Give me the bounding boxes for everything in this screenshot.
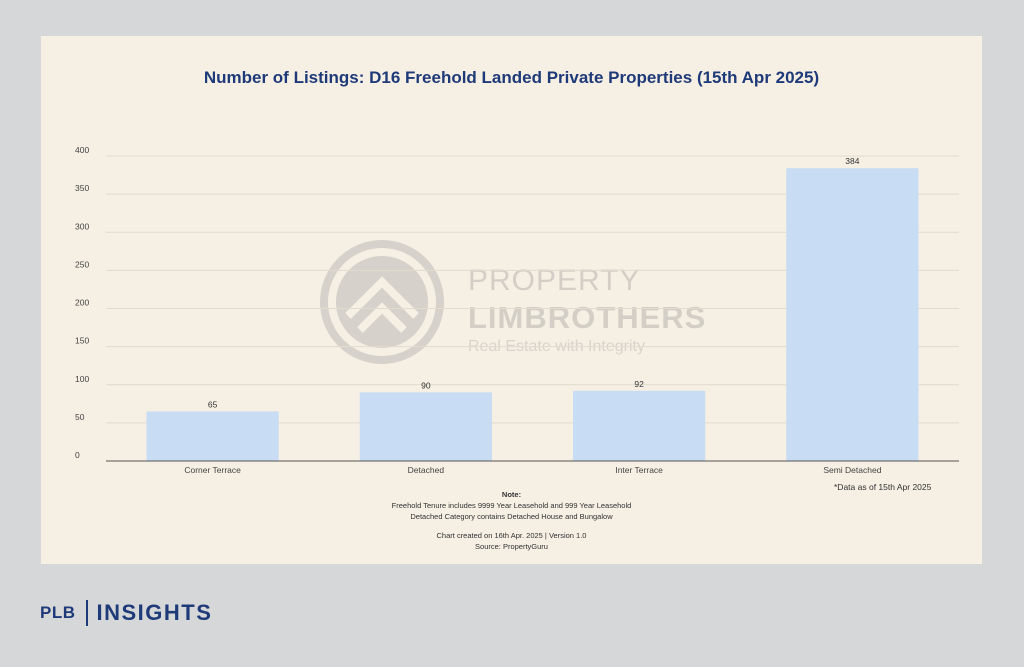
x-tick-label: Detached — [408, 465, 445, 475]
note-title: Note: — [501, 490, 522, 499]
y-tick-label: 250 — [75, 259, 89, 269]
brand-insights: INSIGHTS — [96, 600, 213, 625]
y-tick-label: 100 — [75, 374, 89, 384]
note-line-2: Detached Category contains Detached Hous… — [410, 512, 613, 521]
y-tick-label: 300 — [75, 221, 89, 231]
bar-chart: 0 50 100 150 200 250 300 350 400 Corner Terrace D… — [75, 145, 959, 475]
watermark-line-1: PROPERTY — [468, 264, 641, 297]
brand-footer: PLB INSIGHTS — [40, 598, 212, 628]
data-label: 384 — [845, 156, 859, 166]
data-label: 90 — [421, 380, 431, 390]
bar — [573, 390, 706, 461]
note-line-1: Freehold Tenure includes 9999 Year Lease… — [391, 501, 632, 510]
y-tick-label: 200 — [75, 298, 89, 308]
y-tick-labels: 0 50 100 150 200 250 300 350 400 — [75, 145, 89, 460]
y-tick-label: 50 — [75, 412, 85, 422]
bar — [359, 392, 492, 461]
source-note: Source: PropertyGuru — [475, 542, 548, 551]
y-tick-label: 150 — [75, 336, 89, 346]
x-tick-labels: Corner Terrace Detached Inter Terrace Semi … — [184, 465, 881, 475]
bars — [146, 168, 919, 461]
data-labels: 65 90 92 384 — [208, 156, 860, 409]
x-tick-label: Corner Terrace — [184, 465, 241, 475]
brand-plb: PLB — [40, 603, 76, 622]
watermark-line-2: LIMBROTHERS — [468, 300, 707, 335]
y-tick-label: 0 — [75, 450, 80, 460]
brand-divider — [85, 600, 88, 626]
x-tick-label: Inter Terrace — [615, 465, 663, 475]
bar — [146, 411, 279, 461]
chart-title: Number of Listings: D16 Freehold Landed … — [203, 68, 820, 87]
y-tick-label: 400 — [75, 145, 89, 155]
watermark-logo-icon — [320, 240, 444, 364]
chart-notes: Note: Freehold Tenure includes 9999 Year… — [41, 489, 982, 552]
bar — [786, 168, 919, 461]
chart-card: Number of Listings: D16 Freehold Landed … — [41, 36, 982, 564]
data-label: 65 — [208, 399, 218, 409]
x-tick-label: Semi Detached — [823, 465, 881, 475]
y-tick-label: 350 — [75, 183, 89, 193]
data-as-of-note: *Data as of 15th Apr 2025 — [834, 482, 932, 492]
data-label: 92 — [634, 379, 644, 389]
chart-created-note: Chart created on 16th Apr. 2025 | Versio… — [436, 531, 587, 540]
